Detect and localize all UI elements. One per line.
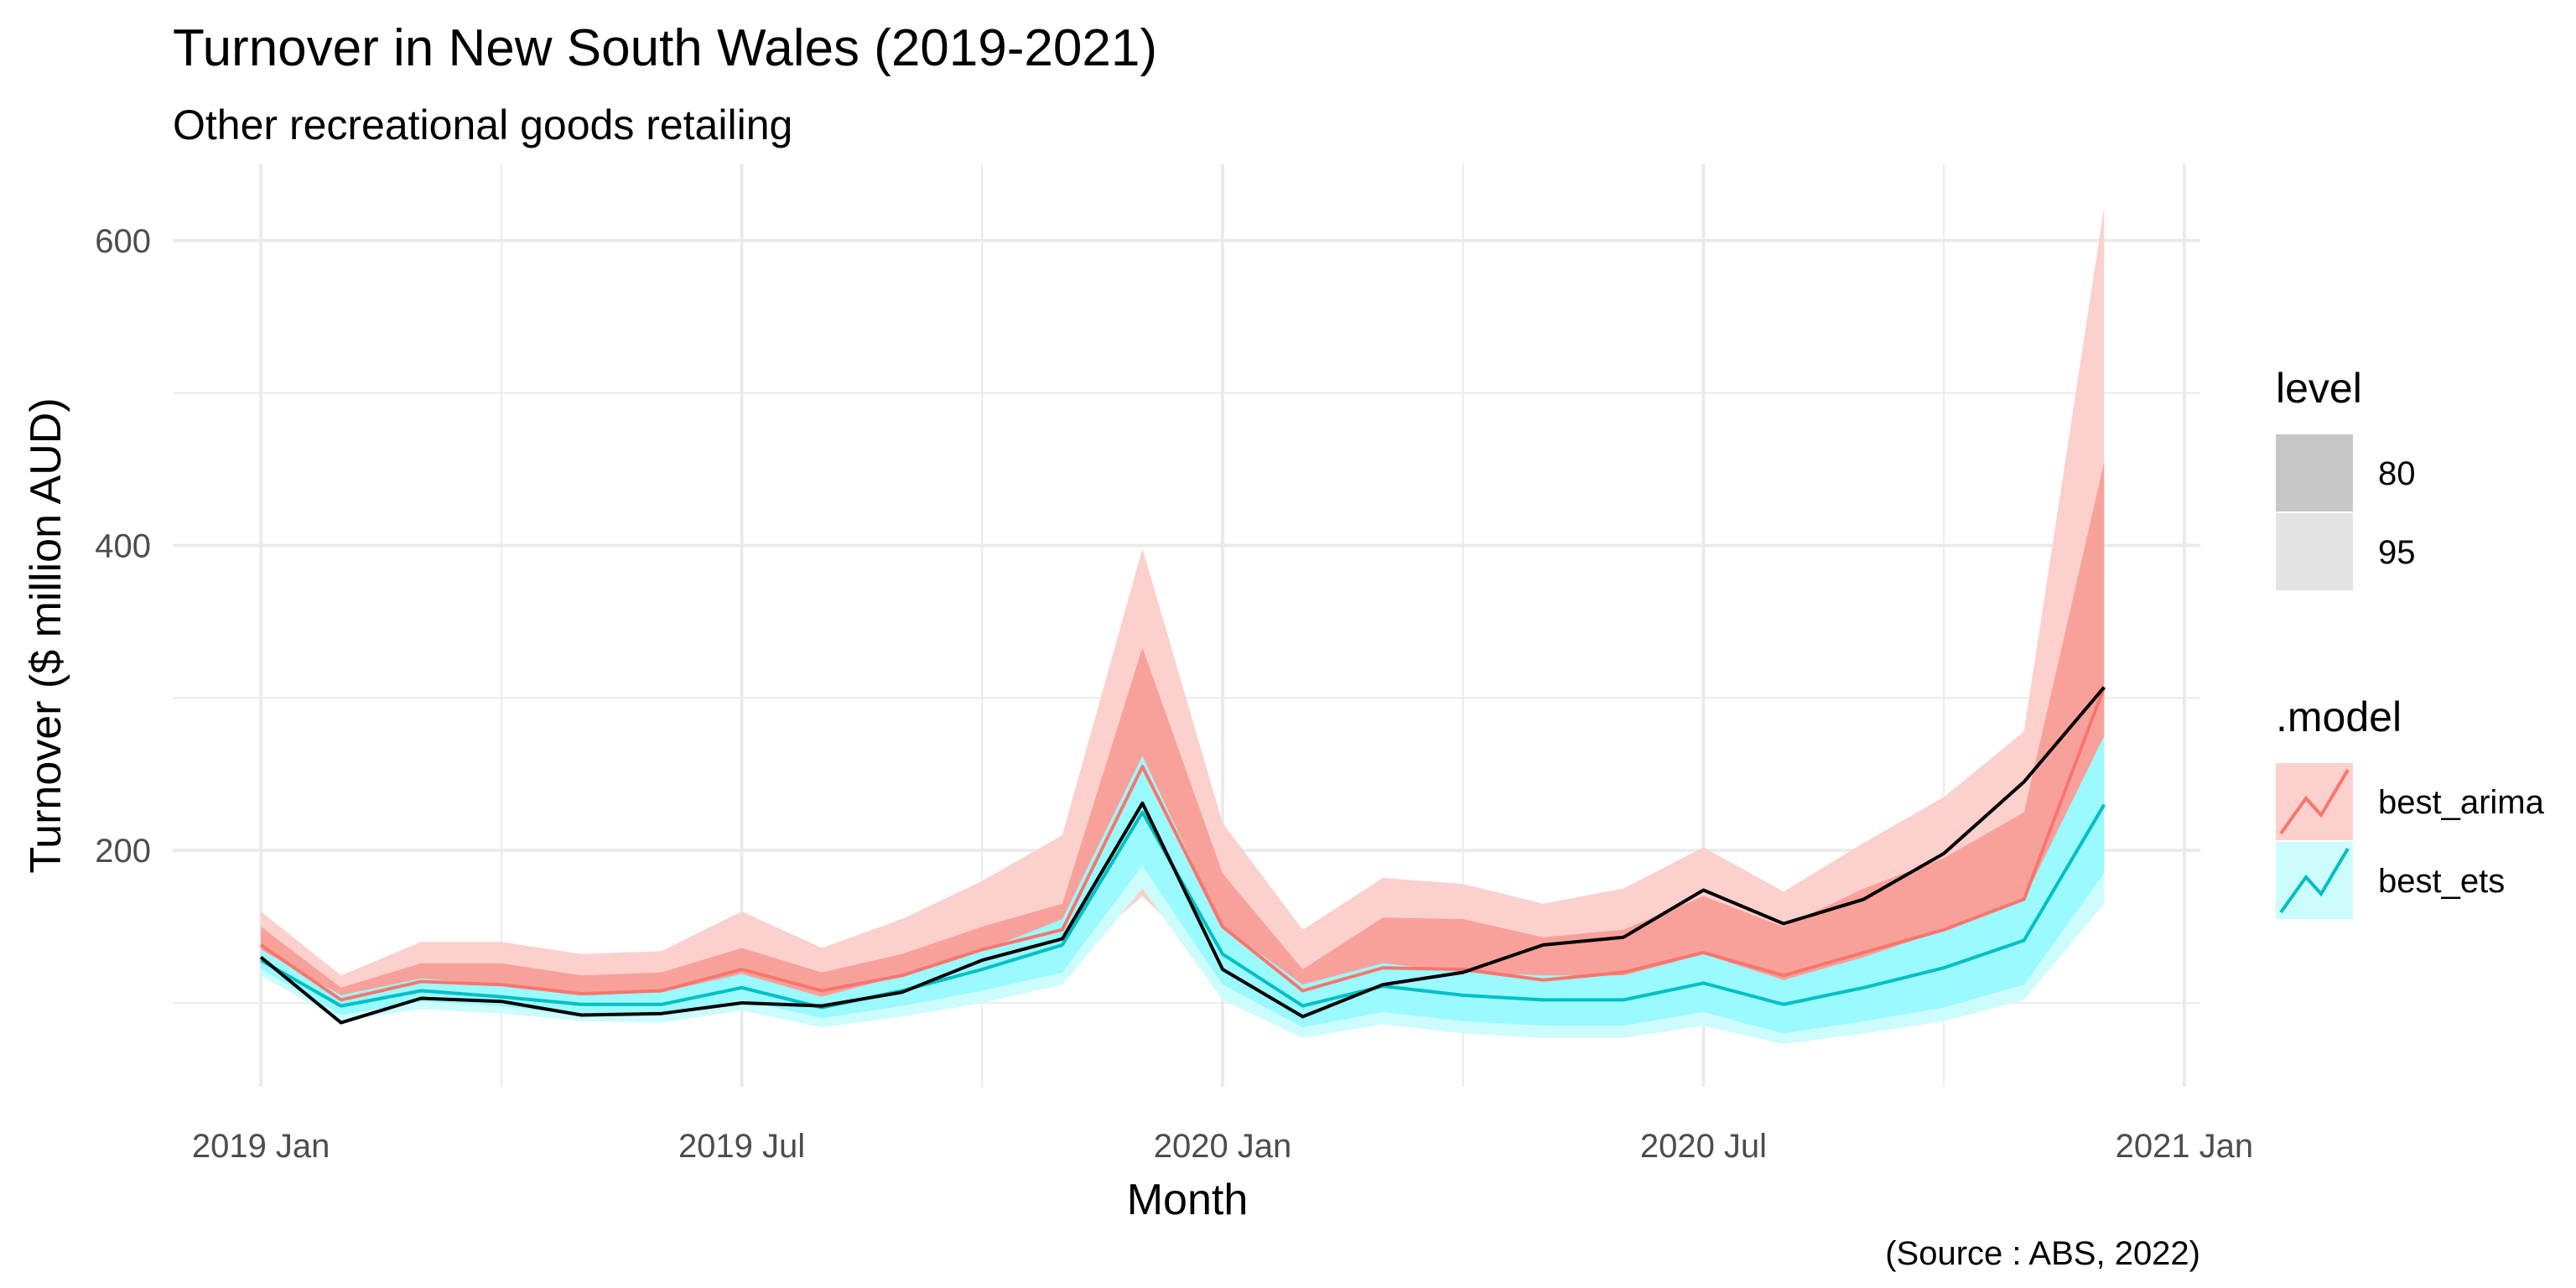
y-tick-label: 200 [95,833,151,870]
legend-level-title: level [2276,365,2362,412]
legend-label-best-arima: best_arima [2378,784,2545,821]
legend: level 80 95 .model best_arima best_ets [2276,365,2545,919]
y-tick-label: 600 [95,223,151,260]
chart-title: Turnover in New South Wales (2019-2021) [173,19,1157,77]
legend-model-title: .model [2276,693,2402,740]
line-actual-turnover [259,686,2106,1025]
plot-panel [173,164,2200,1087]
grid-lines [173,164,2200,1087]
legend-key-best-arima [2276,763,2353,840]
legend-key-95 [2276,513,2353,590]
legend-label-80: 80 [2378,455,2416,492]
forecast-intervals [261,206,2105,1045]
chart-caption: (Source : ABS, 2022) [1885,1235,2200,1272]
legend-label-95: 95 [2378,534,2416,571]
y-tick-label: 400 [95,528,151,565]
chart-subtitle: Other recreational goods retailing [173,101,792,148]
x-tick-label: 2020 Jan [1154,1128,1292,1165]
x-axis-title: Month [1127,1176,1249,1224]
x-tick-label: 2019 Jan [192,1128,330,1165]
legend-label-best-ets: best_ets [2378,863,2505,900]
x-axis-ticks: 2019 Jan 2019 Jul 2020 Jan 2020 Jul 2021 Jan [192,1128,2253,1165]
y-axis-title: Turnover ($ million AUD) [22,397,70,873]
legend-key-80 [2276,434,2353,512]
x-tick-label: 2020 Jul [1640,1128,1767,1165]
legend-key-best-ets [2276,842,2353,919]
y-axis-ticks: 200 400 600 [95,223,151,870]
x-tick-label: 2021 Jan [2116,1128,2254,1165]
x-tick-label: 2019 Jul [678,1128,805,1165]
line-best-arima [259,686,2106,1002]
series-lines [259,686,2106,1025]
